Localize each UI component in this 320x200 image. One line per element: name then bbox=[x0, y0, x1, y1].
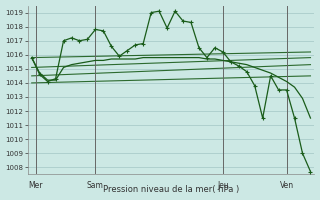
Text: Mer: Mer bbox=[28, 181, 43, 190]
X-axis label: Pression niveau de la mer( hPa ): Pression niveau de la mer( hPa ) bbox=[103, 185, 239, 194]
Text: Sam: Sam bbox=[87, 181, 104, 190]
Text: Jeu: Jeu bbox=[217, 181, 229, 190]
Text: Ven: Ven bbox=[279, 181, 294, 190]
